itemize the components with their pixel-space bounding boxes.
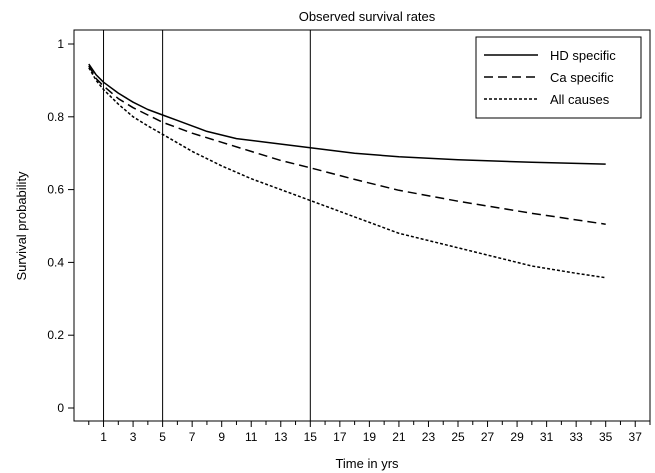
series-line-all-causes xyxy=(88,67,606,279)
x-tick-label: 7 xyxy=(189,430,196,444)
x-tick-label: 37 xyxy=(629,430,643,444)
series-lines xyxy=(88,63,606,279)
x-tick-label: 25 xyxy=(451,430,465,444)
x-tick-label: 33 xyxy=(569,430,583,444)
plot-frame xyxy=(73,29,651,422)
y-tick-label: 0.6 xyxy=(47,183,64,197)
x-tick-label: 23 xyxy=(422,430,436,444)
x-tick-label: 15 xyxy=(304,430,318,444)
legend-label-all-causes: All causes xyxy=(550,92,610,107)
x-tick-label: 19 xyxy=(363,430,377,444)
series-line-hd-specific xyxy=(88,63,606,165)
x-tick-label: 17 xyxy=(333,430,347,444)
legend-label-hd-specific: HD specific xyxy=(550,48,616,63)
y-axis-title: Survival probability xyxy=(14,171,29,281)
x-tick-label: 31 xyxy=(540,430,554,444)
y-axis: 0 0.2 0.4 0.6 0.8 1 xyxy=(47,37,74,415)
x-axis-title: Time in yrs xyxy=(335,456,399,471)
x-tick-label: 29 xyxy=(510,430,524,444)
x-tick-label: 3 xyxy=(130,430,137,444)
chart-title: Observed survival rates xyxy=(299,9,436,24)
vertical-reference-lines xyxy=(103,30,311,421)
x-tick-label: 21 xyxy=(392,430,406,444)
x-tick-label: 5 xyxy=(159,430,166,444)
y-tick-label: 0.8 xyxy=(47,110,64,124)
x-tick-label: 13 xyxy=(274,430,288,444)
x-tick-label: 11 xyxy=(245,430,258,444)
x-tick-label: 35 xyxy=(599,430,613,444)
x-tick-label: 27 xyxy=(481,430,495,444)
y-tick-label: 0.2 xyxy=(47,328,64,342)
y-tick-label: 0 xyxy=(57,401,64,415)
x-tick-label: 1 xyxy=(100,430,107,444)
x-tick-label: 9 xyxy=(218,430,225,444)
legend: HD specific Ca specific All causes xyxy=(475,36,642,119)
x-axis: 1 3 5 7 9 11 13 15 17 19 21 23 25 27 29 31 33 35 37 xyxy=(88,421,651,444)
y-tick-label: 0.4 xyxy=(47,255,64,269)
y-tick-label: 1 xyxy=(57,37,64,51)
series-line-ca-specific xyxy=(88,65,606,225)
legend-label-ca-specific: Ca specific xyxy=(550,70,614,85)
